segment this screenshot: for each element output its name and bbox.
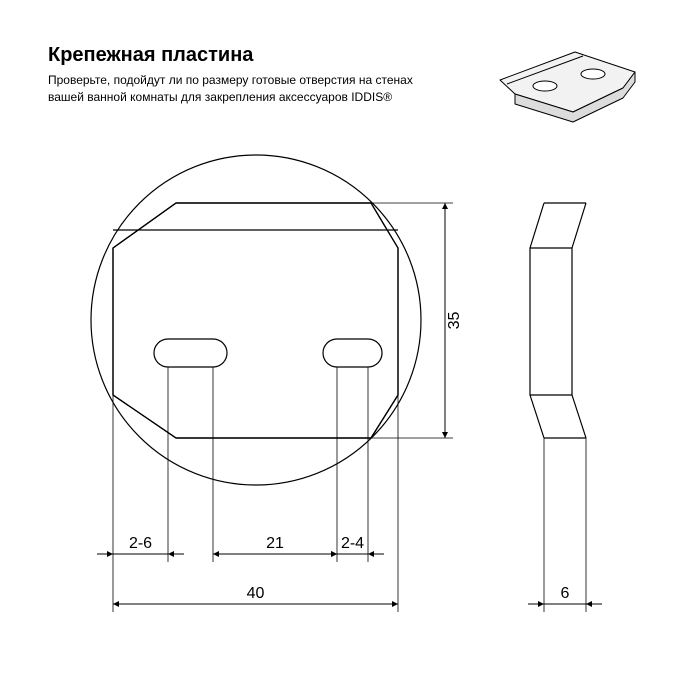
svg-text:2-4: 2-4 (341, 535, 364, 552)
svg-text:2-6: 2-6 (129, 535, 152, 552)
svg-text:35: 35 (446, 312, 463, 330)
svg-text:6: 6 (561, 585, 570, 602)
technical-drawing: 2-6 21 2-4 40 35 6 (0, 0, 700, 700)
svg-text:21: 21 (266, 535, 284, 552)
svg-text:40: 40 (247, 585, 265, 602)
